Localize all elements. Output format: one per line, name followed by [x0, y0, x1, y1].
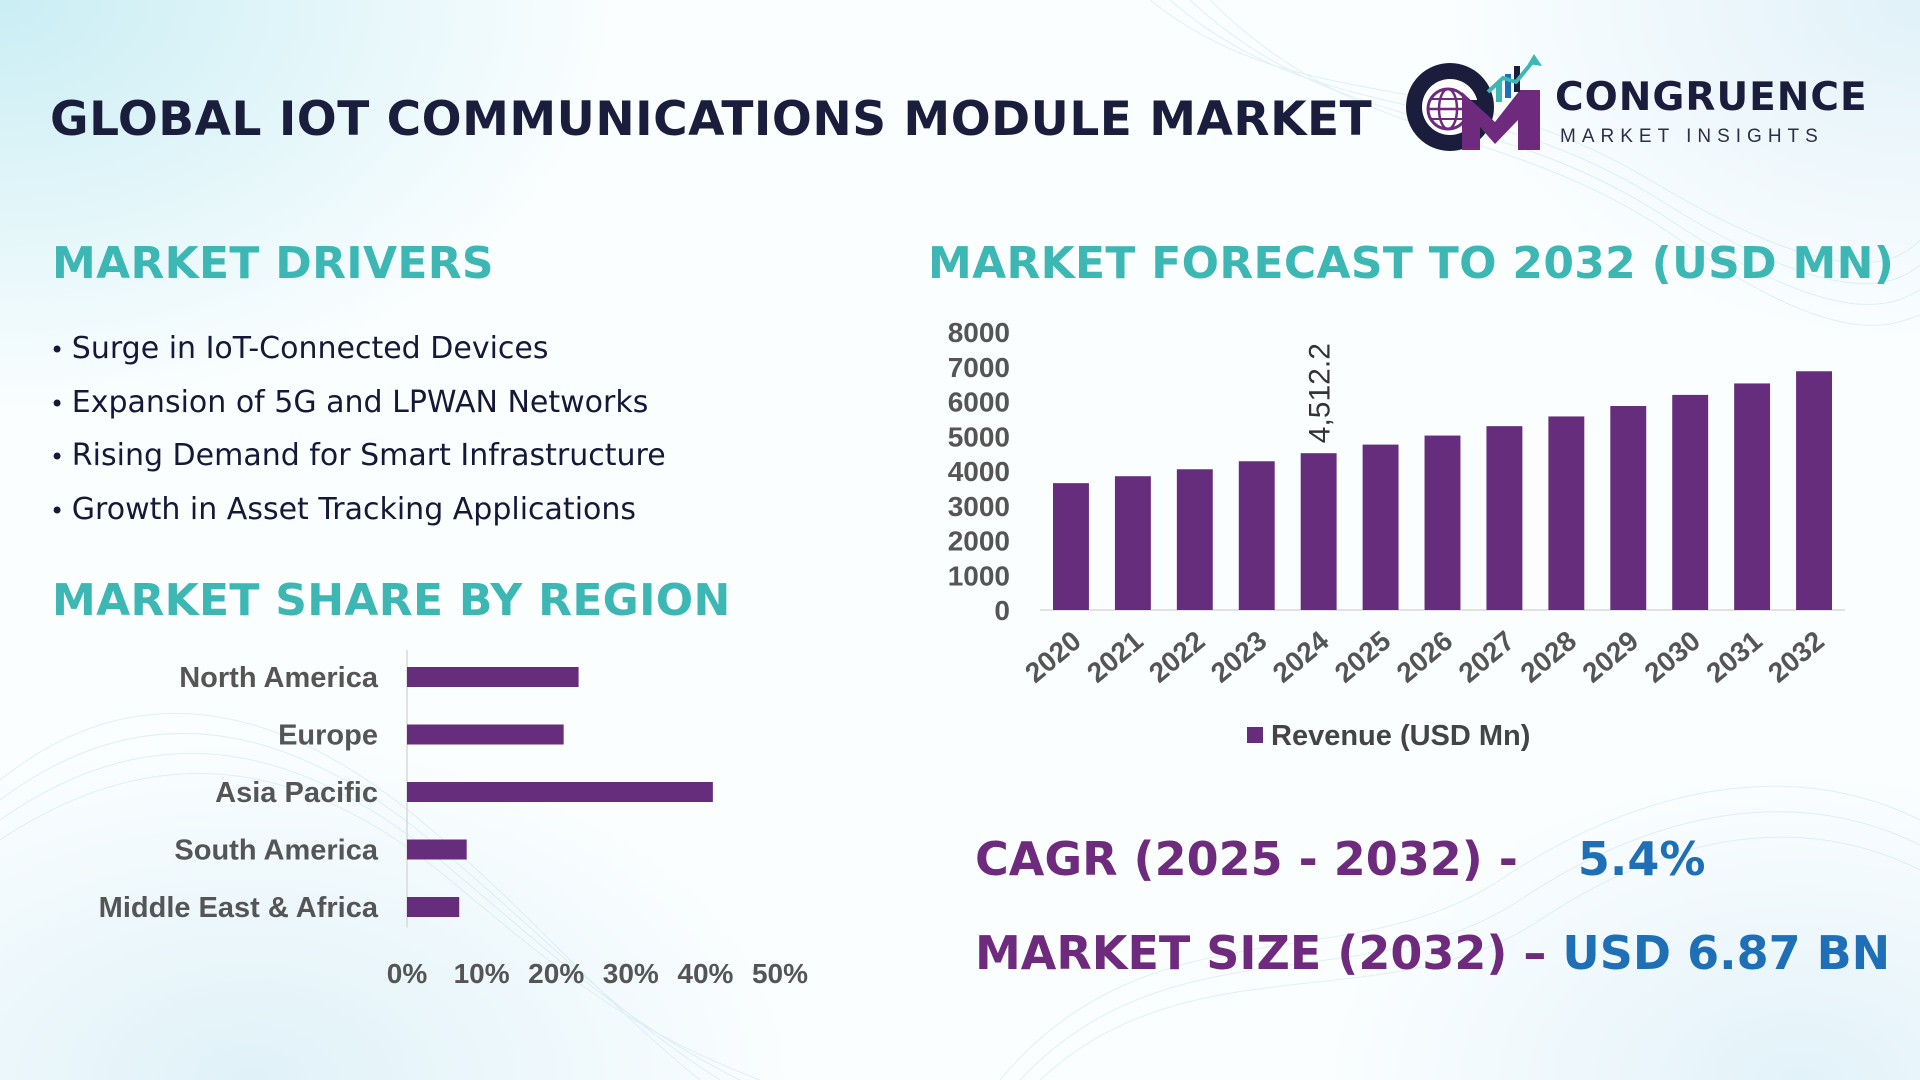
- forecast-x-tick-label: 2031: [1700, 625, 1768, 689]
- region-category-label: South America: [174, 835, 378, 867]
- forecast-bar: [1486, 426, 1523, 610]
- drivers-heading: MARKET DRIVERS: [52, 238, 494, 289]
- forecast-y-tick-label: 0: [994, 595, 1010, 626]
- forecast-data-label: 4,512.2: [1304, 343, 1337, 443]
- forecast-y-tick-label: 4000: [948, 456, 1010, 487]
- forecast-bar: [1734, 383, 1771, 610]
- forecast-y-tick-label: 8000: [948, 317, 1010, 348]
- forecast-x-tick-label: 2029: [1576, 625, 1644, 689]
- region-share-chart: North America Europe Asia Pacific South Ame…: [99, 650, 808, 989]
- driver-item: Growth in Asset Tracking Applications: [50, 483, 666, 537]
- forecast-x-tick-label: 2032: [1762, 625, 1830, 689]
- forecast-y-tick-label: 3000: [948, 491, 1010, 522]
- forecast-legend-label: Revenue (USD Mn): [1271, 720, 1530, 752]
- forecast-x-tick-label: 2030: [1638, 625, 1706, 689]
- forecast-bar: [1610, 406, 1647, 610]
- market-size-value: USD 6.87 BN: [1562, 926, 1891, 980]
- forecast-bar: [1424, 435, 1461, 610]
- forecast-y-tick-label: 6000: [948, 387, 1010, 418]
- region-tick-label: 0%: [387, 958, 428, 989]
- region-bar: [407, 782, 713, 802]
- region-tick-label: 10%: [454, 958, 510, 989]
- region-category-label: Middle East & Africa: [99, 892, 379, 924]
- forecast-x-tick-label: 2021: [1081, 625, 1149, 689]
- region-category-label: North America: [179, 662, 379, 694]
- driver-item: Rising Demand for Smart Infrastructure: [50, 429, 666, 483]
- forecast-bar: [1300, 453, 1337, 610]
- forecast-x-tick-label: 2028: [1515, 625, 1583, 689]
- region-tick-label: 50%: [752, 958, 808, 989]
- logo-wordmark: CONGRUENCE: [1555, 75, 1868, 120]
- region-bar: [407, 839, 467, 860]
- forecast-bar: [1672, 394, 1709, 610]
- logo-tagline: MARKET INSIGHTS: [1560, 126, 1824, 147]
- region-bar: [407, 724, 564, 745]
- forecast-bar: [1176, 469, 1213, 610]
- page-title: GLOBAL IOT COMMUNICATIONS MODULE MARKET: [50, 92, 1373, 147]
- market-size-label: MARKET SIZE (2032) –: [975, 926, 1547, 980]
- region-tick-label: 30%: [603, 958, 659, 989]
- forecast-bar: [1796, 371, 1832, 610]
- forecast-x-tick-label: 2027: [1453, 625, 1521, 689]
- forecast-bar: [1362, 444, 1399, 610]
- region-tick-label: 40%: [677, 958, 733, 989]
- forecast-bar: [1238, 461, 1275, 610]
- forecast-x-tick-label: 2022: [1143, 625, 1211, 689]
- driver-item: Surge in IoT-Connected Devices: [50, 322, 666, 376]
- forecast-y-tick-label: 5000: [948, 421, 1010, 452]
- region-category-label: Europe: [278, 720, 378, 752]
- forecast-bar: [1053, 483, 1089, 610]
- region-category-label: Asia Pacific: [215, 777, 378, 809]
- forecast-x-tick-label: 2024: [1267, 625, 1335, 689]
- region-bar: [407, 897, 460, 917]
- region-tick-label: 20%: [528, 958, 584, 989]
- company-logo-icon: [1406, 54, 1542, 151]
- forecast-bar: [1114, 476, 1151, 610]
- forecast-x-tick-label: 2020: [1019, 625, 1087, 689]
- region-bar: [407, 667, 579, 687]
- forecast-y-tick-label: 1000: [948, 560, 1010, 591]
- forecast-bar: [1548, 416, 1585, 610]
- drivers-list: Surge in IoT-Connected Devices Expansion…: [50, 322, 666, 536]
- forecast-legend-swatch: [1247, 727, 1263, 743]
- forecast-x-tick-label: 2025: [1329, 625, 1397, 689]
- forecast-heading: MARKET FORECAST TO 2032 (USD MN): [928, 238, 1895, 289]
- cagr-value: 5.4%: [1577, 832, 1706, 886]
- market-size-stat: MARKET SIZE (2032) – USD 6.87 BN: [975, 926, 1890, 980]
- cagr-stat: CAGR (2025 - 2032) - 5.4%: [975, 832, 1706, 886]
- forecast-chart: 0100020003000400050006000700080002020202…: [948, 317, 1845, 752]
- forecast-x-tick-label: 2026: [1391, 625, 1459, 689]
- cagr-label: CAGR (2025 - 2032) -: [975, 832, 1518, 886]
- forecast-y-tick-label: 2000: [948, 526, 1010, 557]
- region-heading: MARKET SHARE BY REGION: [52, 575, 731, 626]
- forecast-x-tick-label: 2023: [1205, 625, 1273, 689]
- forecast-y-tick-label: 7000: [948, 352, 1010, 383]
- driver-item: Expansion of 5G and LPWAN Networks: [50, 376, 666, 430]
